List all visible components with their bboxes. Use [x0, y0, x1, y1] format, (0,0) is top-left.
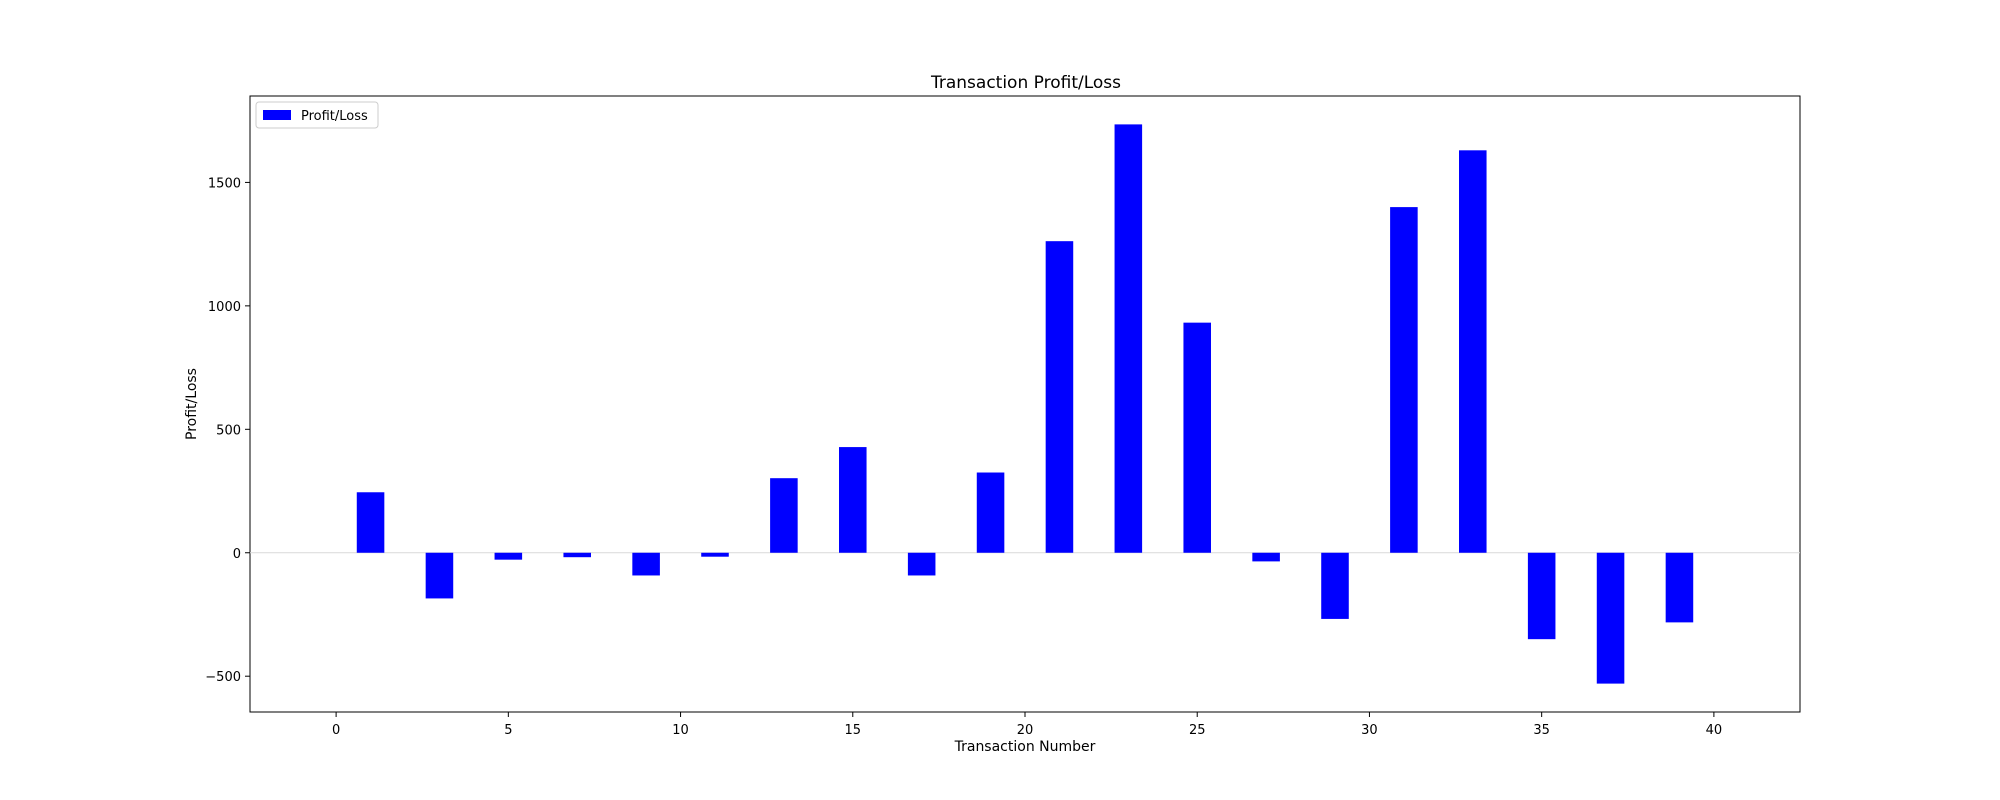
bar	[1045, 241, 1074, 553]
y-tick-label: 1000	[208, 300, 241, 315]
bar	[1114, 124, 1143, 553]
bar	[1183, 322, 1211, 553]
bar	[494, 552, 523, 560]
y-tick-label: 500	[216, 423, 241, 438]
bar	[839, 447, 867, 553]
y-tick-label: −500	[205, 670, 241, 685]
x-tick-label: 35	[1533, 723, 1550, 738]
bar	[1665, 552, 1694, 623]
bar	[356, 492, 385, 553]
x-tick-label: 10	[672, 723, 689, 738]
y-axis-label: Profit/Loss	[184, 368, 200, 440]
bar	[976, 472, 1005, 553]
bar-series	[356, 124, 1694, 684]
bar	[1459, 150, 1487, 553]
legend-swatch	[263, 110, 291, 120]
y-tick-label: 1500	[208, 176, 241, 191]
y-tick-label: 0	[233, 547, 241, 562]
bar	[425, 552, 454, 599]
bar	[1321, 552, 1349, 619]
x-tick-label: 40	[1706, 723, 1723, 738]
bar	[701, 552, 729, 557]
plot-area	[249, 95, 1801, 713]
legend-box	[255, 101, 379, 129]
x-tick-label: 0	[332, 723, 340, 738]
x-tick-label: 15	[845, 723, 862, 738]
legend-label: Profit/Loss	[301, 109, 368, 124]
x-axis-label: Transaction Number	[954, 739, 1096, 755]
chart-title: Transaction Profit/Loss	[930, 73, 1121, 93]
x-axis-ticks: 0 5 10 15 20 25 30 35 40	[332, 712, 1722, 738]
bar	[563, 552, 591, 558]
bar	[770, 478, 798, 553]
x-tick-label: 25	[1189, 723, 1206, 738]
bar	[1527, 552, 1556, 640]
x-tick-label: 30	[1361, 723, 1378, 738]
legend: Profit/Loss	[255, 101, 379, 129]
x-tick-label: 20	[1017, 723, 1034, 738]
bar	[907, 552, 936, 576]
bar	[1390, 207, 1418, 553]
bar	[632, 552, 660, 576]
x-tick-label: 5	[504, 723, 512, 738]
bar	[1596, 552, 1625, 684]
y-axis-ticks: −500 0 500 1000 1500	[205, 176, 250, 685]
bar	[1252, 552, 1280, 562]
